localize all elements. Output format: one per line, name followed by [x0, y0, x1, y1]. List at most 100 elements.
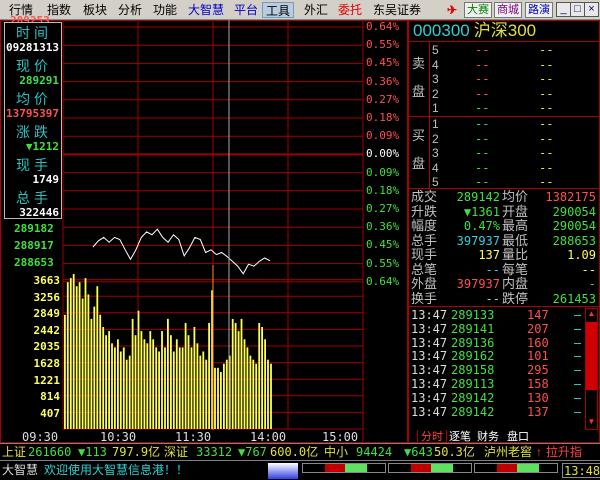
- volume-bar: [137, 310, 140, 429]
- menu-item[interactable]: 分析: [118, 3, 143, 17]
- stat-value: 290054: [552, 204, 596, 219]
- panel-tab[interactable]: 盘口: [507, 431, 529, 443]
- info-label: 现手: [16, 157, 52, 173]
- sell-level-number: 3: [432, 72, 439, 86]
- scrolling-message[interactable]: 欢迎使用大智慧信息港！！: [44, 463, 189, 477]
- volume-bar: [87, 294, 90, 429]
- stat-label: 量比: [502, 247, 529, 262]
- toolbar-button[interactable]: 商城: [494, 2, 522, 18]
- breadth-down-segment: [517, 464, 539, 472]
- info-value: 322446: [19, 206, 59, 219]
- volume-bar: [102, 327, 105, 429]
- volume-bar: [208, 323, 210, 429]
- price-line: [92, 228, 271, 275]
- volume-axis-label: 2849: [33, 307, 61, 321]
- volume-bar: [175, 339, 178, 429]
- sh-index-label[interactable]: 上证: [2, 445, 27, 459]
- scroll-up-icon[interactable]: ▲: [587, 309, 596, 318]
- stat-value: ▼1361: [463, 204, 500, 219]
- volume-bar: [140, 331, 143, 429]
- volume-bar: [196, 343, 199, 429]
- chart-canvas: [62, 20, 364, 443]
- tick-direction-mark: [574, 328, 581, 330]
- tick-time: 13:47: [411, 390, 448, 405]
- scroll-down-icon[interactable]: ▼: [587, 417, 596, 426]
- stat-label: 内盘: [502, 276, 529, 291]
- volume-bar: [143, 339, 146, 429]
- info-label: 现价: [16, 58, 52, 74]
- zx-index-label[interactable]: 中小: [324, 445, 349, 459]
- tick-time: 13:47: [411, 377, 448, 391]
- tick-time: 13:47: [411, 321, 448, 336]
- volume-bar: [161, 331, 163, 429]
- info-label: 均价: [16, 91, 52, 107]
- buy-price: --: [475, 175, 490, 189]
- menu-item[interactable]: 板块: [83, 3, 108, 17]
- buy-volume: --: [539, 131, 554, 146]
- pct-axis-label: 0.45%: [366, 56, 400, 70]
- volume-bar: [246, 347, 249, 429]
- stat-value: 289142: [456, 190, 500, 204]
- index-ticker-bar[interactable]: 上证 261660 ▼113 797.9亿 深证 33312 ▼767 600.…: [0, 443, 600, 460]
- volume-bar: [96, 286, 99, 429]
- toolbar-button[interactable]: 路演: [525, 2, 553, 18]
- volume-bar: [231, 318, 234, 429]
- volume-bar: [178, 347, 181, 429]
- zx-index-change: ▼643: [404, 445, 433, 459]
- toolbar-button[interactable]: 大赛: [464, 2, 492, 18]
- volume-bar: [202, 351, 205, 429]
- alert-stock-name[interactable]: 泸州老窖: [484, 445, 533, 459]
- buy-level-number: 3: [432, 146, 439, 160]
- sh-index-amount: 797.9亿: [112, 445, 161, 459]
- volume-bar: [72, 274, 75, 429]
- sell-side-label: 卖: [412, 56, 426, 71]
- sz-index-label[interactable]: 深证: [164, 445, 189, 459]
- sh-index-value: 261660: [28, 445, 72, 459]
- stat-label: 最低: [502, 232, 529, 248]
- menu-item[interactable]: 外汇: [304, 3, 329, 17]
- menu-item[interactable]: 委托: [338, 3, 363, 17]
- pct-axis-label: 0.18%: [366, 183, 400, 197]
- tick-volume: 160: [527, 335, 549, 350]
- menu-item[interactable]: 平台: [234, 3, 259, 17]
- logo-icon: ✈: [447, 3, 458, 17]
- security-title: 000300 沪深300: [413, 22, 536, 40]
- panel-tab[interactable]: 分时: [417, 430, 447, 444]
- volume-bar: [225, 359, 228, 429]
- zx-index-value: 94424: [356, 445, 393, 459]
- stat-label: 每笔: [502, 261, 529, 277]
- volume-bar: [164, 347, 166, 429]
- security-name: 沪深300: [473, 21, 537, 40]
- close-icon[interactable]: ×: [584, 2, 599, 17]
- menu-item[interactable]: 工具: [262, 2, 295, 18]
- menu-item[interactable]: 东吴证券: [373, 3, 422, 17]
- security-code: 000300: [413, 21, 470, 40]
- price-axis-top-label: 289253: [10, 14, 50, 22]
- maximize-icon[interactable]: □: [570, 2, 585, 17]
- menu-item[interactable]: 功能: [153, 3, 178, 17]
- scrollbar-thumb[interactable]: [586, 322, 597, 390]
- tick-price: 289142: [451, 390, 495, 405]
- time-axis-label: 14:00: [250, 430, 287, 444]
- zx-index-amount: 50.3亿: [434, 445, 475, 459]
- volume-bar: [228, 355, 231, 429]
- panel-tab[interactable]: 逐笔: [449, 431, 471, 443]
- info-value: 13795397: [6, 107, 59, 120]
- tick-direction-mark: [574, 315, 581, 316]
- volume-bar: [125, 359, 128, 429]
- stat-label: 幅度: [411, 218, 438, 233]
- stat-value: 397937: [456, 277, 500, 291]
- tick-volume: 137: [527, 404, 549, 419]
- stat-label: 总笔: [411, 261, 438, 277]
- menu-item[interactable]: 行情: [9, 3, 34, 17]
- panel-tab[interactable]: 财务: [477, 431, 499, 443]
- progress-indicator: [268, 463, 298, 479]
- volume-bar: [270, 363, 272, 429]
- alert-note: 拉升指: [546, 445, 583, 459]
- minimize-icon[interactable]: _: [556, 2, 571, 17]
- intraday-chart[interactable]: [0, 20, 408, 443]
- menu-item[interactable]: 指数: [47, 3, 72, 17]
- tick-scrollbar[interactable]: ▲ ▼: [585, 308, 598, 430]
- buy-level-number: 4: [432, 160, 439, 175]
- menu-item[interactable]: 大智慧: [188, 3, 225, 17]
